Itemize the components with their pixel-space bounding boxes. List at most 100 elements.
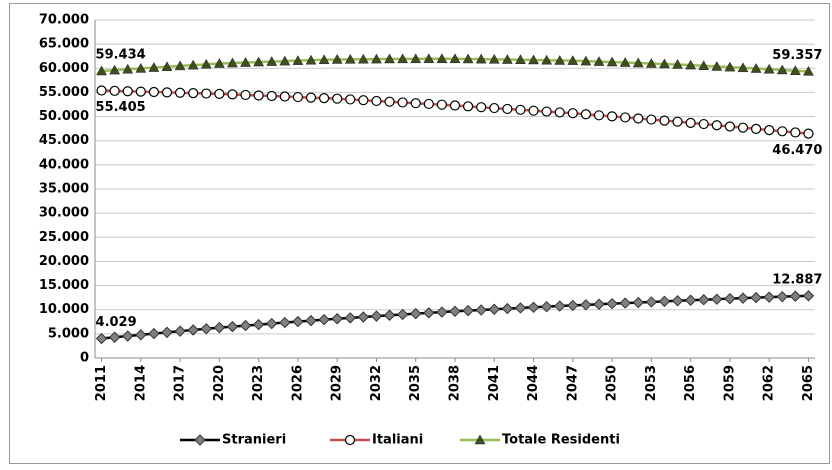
y-tick-label: 20.000 xyxy=(39,254,89,269)
marker xyxy=(659,58,670,69)
marker xyxy=(95,332,108,345)
marker xyxy=(698,294,710,306)
marker xyxy=(108,331,121,343)
y-tick-label: 5.000 xyxy=(48,326,89,341)
marker xyxy=(410,98,421,109)
marker xyxy=(724,292,736,305)
marker xyxy=(474,434,486,445)
marker xyxy=(161,61,173,71)
marker xyxy=(410,307,422,320)
x-tick-label: 2017 xyxy=(173,365,188,401)
marker xyxy=(174,87,186,98)
marker xyxy=(476,102,487,113)
marker xyxy=(606,297,618,310)
y-tick-label: 35.000 xyxy=(39,182,89,197)
x-tick-label: 2053 xyxy=(644,365,659,401)
data-label: 4.029 xyxy=(96,315,137,330)
marker xyxy=(475,53,487,64)
marker xyxy=(279,316,291,329)
marker xyxy=(240,89,251,101)
marker xyxy=(737,292,749,304)
marker xyxy=(646,114,657,125)
data-label: 59.357 xyxy=(772,48,822,63)
marker xyxy=(239,319,252,332)
data-label: 46.470 xyxy=(772,143,822,158)
marker xyxy=(802,290,815,302)
marker xyxy=(803,128,814,139)
marker xyxy=(194,434,206,446)
marker xyxy=(554,54,566,65)
marker xyxy=(436,53,448,64)
marker xyxy=(397,97,408,108)
x-tick-label: 2044 xyxy=(526,365,541,401)
marker xyxy=(331,53,343,64)
marker xyxy=(632,296,644,309)
legend-item: Totale Residenti xyxy=(460,433,620,448)
marker xyxy=(266,56,278,66)
marker xyxy=(789,65,801,75)
marker xyxy=(200,323,212,335)
marker xyxy=(541,54,553,65)
marker xyxy=(593,298,605,310)
marker xyxy=(122,86,133,97)
y-tick-label: 25.000 xyxy=(39,230,89,245)
marker xyxy=(292,55,304,65)
legend-label: Italiani xyxy=(372,433,423,448)
marker xyxy=(187,324,199,336)
y-tick-label: 0 xyxy=(80,351,89,366)
marker xyxy=(371,95,382,107)
marker xyxy=(764,124,775,136)
marker xyxy=(370,310,383,322)
marker xyxy=(685,117,696,128)
y-tick-label: 65.000 xyxy=(39,37,89,52)
x-tick-label: 2056 xyxy=(683,365,698,401)
marker xyxy=(567,299,579,312)
marker xyxy=(449,53,461,64)
marker xyxy=(253,90,264,101)
marker xyxy=(252,318,265,331)
marker xyxy=(109,85,120,96)
legend-label: Totale Residenti xyxy=(502,433,620,448)
marker xyxy=(109,64,121,75)
marker xyxy=(449,305,461,318)
marker xyxy=(135,86,146,97)
marker xyxy=(554,107,565,118)
marker xyxy=(358,95,369,106)
marker xyxy=(240,57,251,67)
marker xyxy=(763,63,775,74)
marker xyxy=(776,290,788,303)
marker xyxy=(213,57,225,68)
marker xyxy=(619,297,631,309)
y-tick-label: 30.000 xyxy=(39,206,89,221)
marker xyxy=(449,100,461,111)
marker xyxy=(593,56,605,66)
marker xyxy=(292,315,304,328)
marker xyxy=(161,87,173,98)
marker xyxy=(658,295,671,308)
marker xyxy=(148,327,160,340)
marker xyxy=(383,309,396,321)
marker xyxy=(135,62,147,73)
y-tick-label: 45.000 xyxy=(39,133,89,148)
marker xyxy=(580,299,592,311)
marker xyxy=(148,86,160,98)
x-tick-label: 2035 xyxy=(408,365,423,401)
marker xyxy=(515,104,526,115)
marker xyxy=(671,295,684,307)
marker xyxy=(750,123,762,134)
y-tick-label: 15.000 xyxy=(39,278,89,293)
marker xyxy=(789,290,802,302)
marker xyxy=(331,313,343,325)
marker xyxy=(776,64,788,75)
marker xyxy=(750,63,762,73)
marker xyxy=(161,326,173,339)
marker xyxy=(645,296,658,308)
marker xyxy=(632,57,644,68)
marker xyxy=(384,96,395,107)
marker xyxy=(501,54,513,64)
marker xyxy=(423,98,434,110)
marker xyxy=(488,303,500,315)
data-label: 12.887 xyxy=(772,272,822,287)
marker xyxy=(737,62,749,73)
data-label: 55.405 xyxy=(96,100,146,115)
